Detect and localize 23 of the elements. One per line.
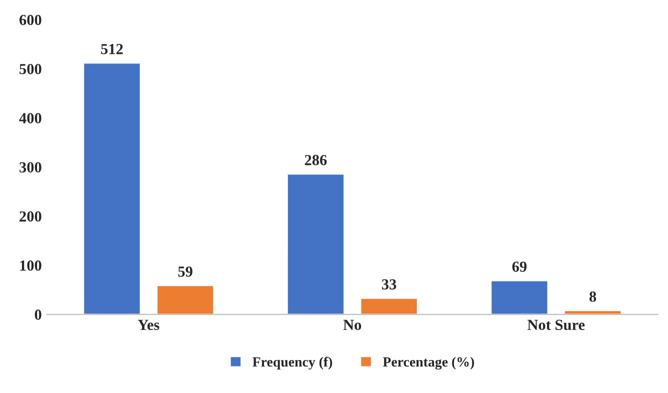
bar [286, 173, 345, 314]
y-tick-label: 400 [19, 113, 42, 124]
bar [156, 284, 215, 314]
y-tick-label: 100 [20, 260, 42, 271]
bar [82, 62, 142, 314]
y-tick-label: 500 [20, 64, 42, 74]
data-label: 59 [178, 266, 192, 277]
data-label: 33 [382, 279, 396, 290]
data-label: 512 [101, 44, 123, 54]
y-tick-label: 200 [20, 211, 42, 222]
legend-label: Frequency (f) [252, 356, 332, 370]
y-tick-label: 0 [34, 310, 42, 320]
y-tick-label: 600 [20, 14, 42, 26]
x-tick-label: Yes [138, 320, 160, 330]
x-tick-label: Not Sure [527, 320, 585, 330]
bar [360, 297, 418, 314]
data-label: 286 [304, 154, 327, 166]
x-tick-label: No [343, 320, 362, 330]
legend-label: Percentage (%) [382, 356, 474, 370]
data-label: 8 [589, 292, 596, 302]
data-label: 69 [512, 262, 527, 272]
bar [490, 280, 549, 314]
y-tick-label: 300 [20, 162, 42, 172]
